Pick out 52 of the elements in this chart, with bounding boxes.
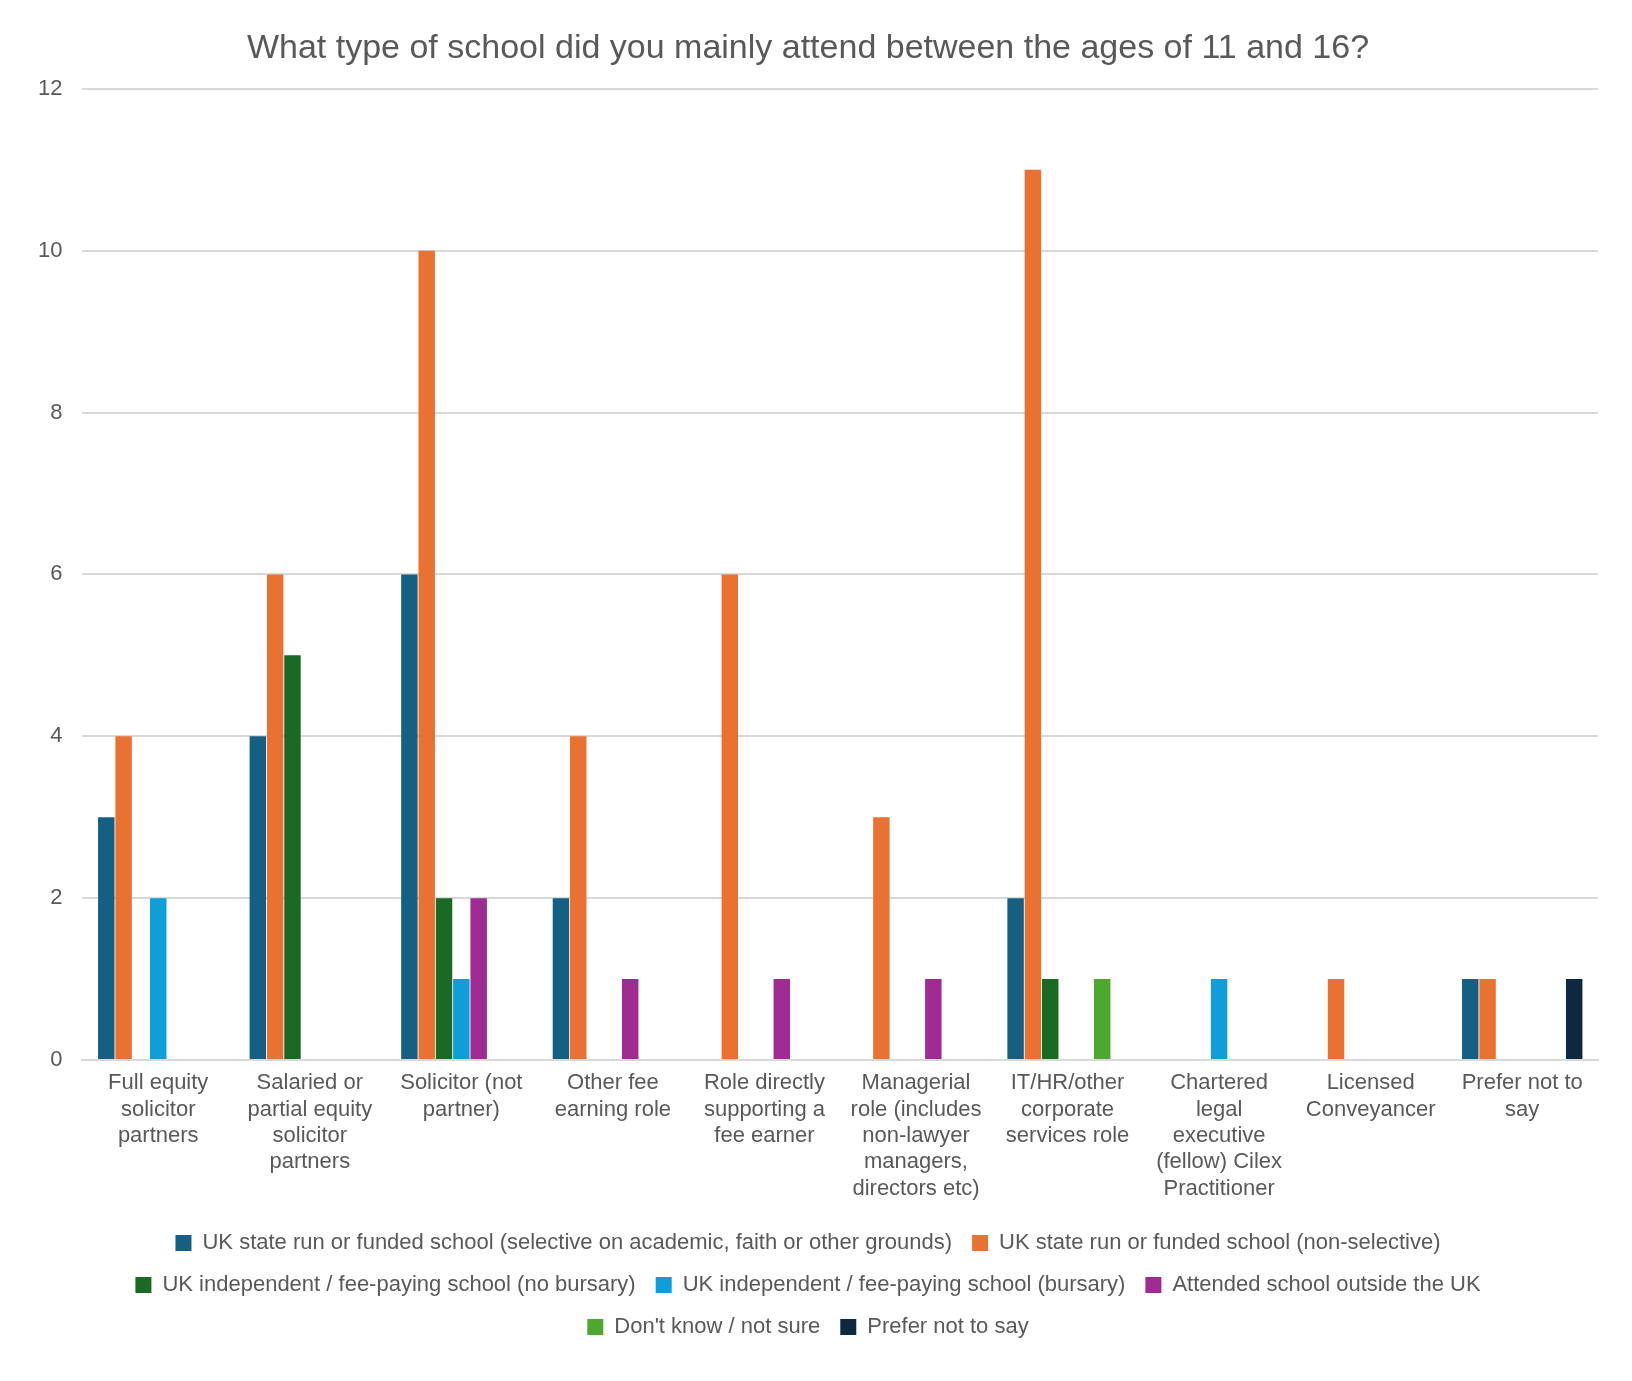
- x-tick-label: Other fee earning role: [554, 1069, 671, 1121]
- y-tick-label: 12: [37, 74, 63, 100]
- y-tick-label: 10: [37, 236, 63, 262]
- bar: [1462, 979, 1479, 1059]
- x-tick-label: Chartered legal executive (fellow) Cilex Practitioner: [1156, 1069, 1283, 1200]
- x-tick-label: Prefer not to say: [1461, 1069, 1583, 1121]
- bar: [1479, 979, 1496, 1059]
- x-tick-label: Licensed Conveyancer: [1305, 1069, 1436, 1121]
- bar: [1210, 979, 1228, 1059]
- bar: [150, 898, 167, 1059]
- legend-label: Prefer not to say: [867, 1313, 1029, 1339]
- x-tick-label: IT/HR/other corporate services role: [1005, 1069, 1130, 1148]
- bar: [1565, 979, 1583, 1059]
- bar: [470, 898, 487, 1059]
- bar: [1093, 979, 1111, 1059]
- bar: [418, 250, 435, 1059]
- bar: [925, 979, 942, 1059]
- bar: [773, 979, 791, 1059]
- bar: [552, 898, 570, 1059]
- bar: [622, 979, 639, 1059]
- chart-title: What type of school did you mainly attend between the ages of 11 and 16?: [246, 26, 1370, 65]
- bar: [98, 817, 115, 1059]
- bar: [570, 736, 587, 1059]
- legend-label: Don't know / not sure: [614, 1313, 821, 1339]
- x-tick-label: Full equity solicitor partners: [108, 1069, 209, 1148]
- x-tick-label: Role directly supporting a fee earner: [703, 1069, 826, 1148]
- bar: [266, 574, 284, 1059]
- x-tick-label: Managerial role (includes non-lawyer managers, directors etc): [850, 1069, 982, 1200]
- bar: [453, 979, 470, 1059]
- legend-label: UK state run or funded school (selective on academic, faith or other grounds): [202, 1229, 953, 1255]
- legend-label: UK state run or funded school (non-selective): [999, 1229, 1441, 1255]
- legend-label: Attended school outside the UK: [1172, 1271, 1481, 1297]
- y-tick-label: 6: [50, 560, 63, 586]
- bar: [1327, 979, 1345, 1059]
- bar: [1007, 898, 1024, 1059]
- bar: [401, 574, 418, 1059]
- y-tick-label: 8: [50, 398, 63, 424]
- bar: [435, 898, 453, 1059]
- bar: [721, 574, 739, 1059]
- x-tick-label: Solicitor (not partner): [400, 1069, 523, 1121]
- legend-label: UK independent / fee-paying school (no bursary): [162, 1271, 636, 1297]
- bar: [873, 817, 890, 1059]
- y-tick-label: 0: [50, 1046, 63, 1072]
- y-tick-label: 2: [50, 884, 63, 910]
- bar: [284, 655, 301, 1059]
- bar: [1042, 979, 1059, 1059]
- bar: [249, 736, 267, 1059]
- y-tick-label: 4: [50, 722, 63, 748]
- bar: [115, 736, 132, 1059]
- bar: [1024, 169, 1042, 1059]
- x-tick-label: Salaried or partial equity solicitor partners: [247, 1069, 373, 1174]
- legend-label: UK independent / fee-paying school (bursary): [682, 1271, 1126, 1297]
